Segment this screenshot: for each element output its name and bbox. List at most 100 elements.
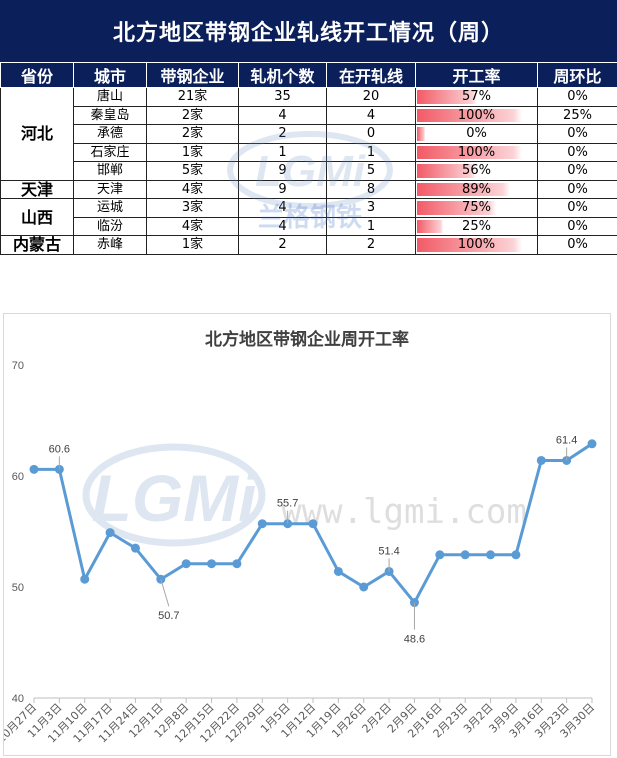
rate-bar — [417, 127, 425, 141]
data-point — [333, 566, 343, 576]
rate-bar — [417, 164, 476, 178]
cell-running: 3 — [326, 198, 416, 218]
data-label: 48.6 — [404, 634, 425, 646]
data-point — [308, 519, 318, 529]
rate-bar — [417, 108, 522, 122]
cell-wow: 0% — [537, 161, 617, 181]
cell-mills: 4 — [238, 216, 327, 236]
rate-value: 0% — [466, 126, 487, 142]
cell-wow: 0% — [537, 216, 617, 236]
table-row: 石家庄 1家 1 1 100% 0% — [1, 142, 617, 162]
table-row: 山西 运城 3家 4 3 75% 0% — [0, 198, 617, 236]
header-mills: 轧机个数 — [238, 62, 327, 88]
cell-wow: 0% — [537, 235, 617, 255]
data-point — [232, 559, 242, 569]
cell-running: 1 — [326, 142, 416, 162]
header-rate: 开工率 — [415, 62, 538, 88]
rate-value: 25% — [462, 218, 491, 234]
rate-bar — [417, 219, 444, 233]
cell-rate: 25% — [415, 216, 538, 236]
cell-province: 天津 — [0, 179, 74, 199]
cell-mills: 2 — [238, 124, 327, 144]
cell-rate: 100% — [415, 235, 538, 255]
cell-companies: 2家 — [146, 105, 239, 125]
rate-value: 89% — [462, 181, 491, 197]
cell-wow: 25% — [537, 105, 617, 125]
rate-value: 56% — [462, 163, 491, 179]
cell-running: 2 — [326, 235, 416, 255]
cell-companies: 3家 — [146, 198, 239, 218]
cell-city: 运城 — [73, 198, 147, 218]
table-title: 北方地区带钢企业轧线开工情况（周） — [0, 0, 617, 62]
cell-city: 秦皇岛 — [73, 105, 147, 125]
cell-city: 天津 — [73, 179, 147, 199]
rate-value: 100% — [457, 237, 496, 253]
data-point — [80, 574, 90, 584]
cell-wow: 0% — [537, 179, 617, 199]
rate-bar — [417, 201, 496, 215]
cell-mills: 4 — [238, 105, 327, 125]
data-point — [435, 550, 445, 560]
cell-city: 赤峰 — [73, 235, 147, 255]
rate-bar — [417, 238, 522, 252]
cell-running: 20 — [326, 87, 416, 107]
header-province: 省份 — [0, 62, 74, 88]
data-point — [130, 543, 140, 553]
rate-bar — [417, 145, 522, 159]
chart-title: 北方地区带钢企业周开工率 — [205, 329, 409, 350]
data-point — [359, 582, 369, 592]
data-point — [29, 464, 39, 474]
cell-province: 内蒙古 — [0, 235, 74, 255]
header-wow: 周环比 — [537, 62, 617, 88]
data-label-leader — [160, 579, 170, 607]
cell-province: 河北 — [0, 87, 74, 181]
cell-wow: 0% — [537, 87, 617, 107]
cell-rate: 100% — [415, 142, 538, 162]
data-point — [181, 559, 191, 569]
chart-watermark-logo-text: LGMi — [92, 461, 259, 535]
table-body: 河北 唐山 21家 35 20 57% 0% 秦皇岛 2家 4 4 100% 25% 承德 2家 2 0 0% 0%… — [0, 87, 617, 255]
cell-rate: 75% — [415, 198, 538, 218]
header-companies: 带钢企业 — [146, 62, 239, 88]
rate-bar — [417, 90, 477, 104]
data-label: 50.7 — [158, 610, 179, 622]
data-label: 55.7 — [277, 498, 298, 510]
data-point — [156, 574, 166, 584]
cell-rate: 0% — [415, 124, 538, 144]
cell-rate: 56% — [415, 161, 538, 181]
cell-mills: 4 — [238, 198, 327, 218]
cell-running: 1 — [326, 216, 416, 236]
cell-running: 5 — [326, 161, 416, 181]
cell-companies: 5家 — [146, 161, 239, 181]
y-tick-label: 70 — [12, 360, 24, 372]
data-label: 51.4 — [378, 545, 399, 557]
data-point — [511, 550, 521, 560]
cell-companies: 2家 — [146, 124, 239, 144]
data-point — [486, 550, 496, 560]
capacity-table: 省份 城市 带钢企业 轧机个数 在开轧线 开工率 周环比 河北 唐山 21家 35 20… — [0, 62, 617, 255]
rate-value: 100% — [457, 144, 496, 160]
rate-bar — [417, 182, 511, 196]
data-label: 60.6 — [49, 443, 70, 455]
cell-city: 唐山 — [73, 87, 147, 107]
chart-watermark-logo: LGMi — [82, 443, 266, 547]
cell-running: 0 — [326, 124, 416, 144]
data-point — [587, 439, 597, 449]
cell-rate: 57% — [415, 87, 538, 107]
y-tick-label: 50 — [12, 582, 24, 594]
chart-panel: 北方地区带钢企业周开工率 LGMi www.lgmi.com 40 50 60 70 1… — [3, 313, 611, 756]
chart-axes: 4050607010月27日11月3日11月10日11月17日11月24日12月… — [4, 360, 597, 745]
cell-companies: 1家 — [146, 235, 239, 255]
table-row: 承德 2家 2 0 0% 0% — [1, 124, 617, 144]
data-point — [536, 455, 546, 465]
cell-companies: 1家 — [146, 142, 239, 162]
table-row: 天津 天津 4家 9 8 89% 0% — [0, 179, 617, 199]
table-header-row: 省份 城市 带钢企业 轧机个数 在开轧线 开工率 周环比 — [0, 62, 617, 88]
data-label: 61.4 — [556, 434, 577, 446]
chart-watermark-url: www.lgmi.com — [281, 492, 527, 532]
y-tick-label: 40 — [12, 693, 24, 705]
cell-city: 承德 — [73, 124, 147, 144]
line-chart: 北方地区带钢企业周开工率 LGMi www.lgmi.com 405060701… — [4, 329, 597, 745]
cell-city: 邯郸 — [73, 161, 147, 181]
rate-value: 75% — [462, 200, 491, 216]
